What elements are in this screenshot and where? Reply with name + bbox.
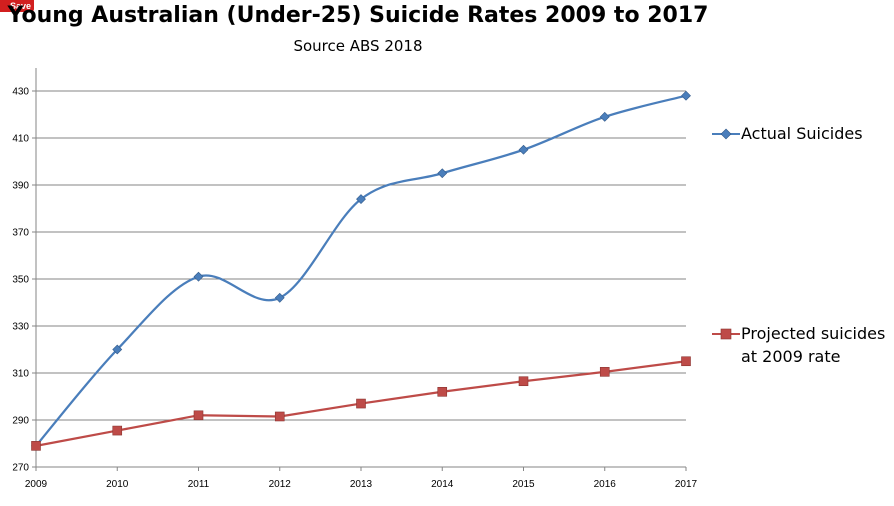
data-point-actual: [112, 344, 123, 355]
data-point-actual: [681, 90, 691, 101]
data-point-actual: [356, 194, 366, 205]
x-tick-label: 2013: [350, 479, 373, 490]
y-tick-label: 390: [12, 181, 29, 192]
y-tick-label: 410: [12, 134, 29, 145]
data-point-projected: [599, 367, 610, 377]
y-tick-label: 290: [12, 416, 29, 427]
x-tick-label: 2017: [675, 479, 698, 490]
x-tick-labels: 2009 2010 2011 2012 2013 2014 2015 2016 2017: [25, 479, 698, 490]
data-point-actual: [518, 144, 529, 155]
gridlines: [36, 90, 686, 421]
chart-title: Young Australian (Under-25) Suicide Rate…: [7, 3, 709, 28]
data-point-projected: [518, 376, 529, 387]
x-tick-label: 2015: [512, 479, 535, 490]
save-badge[interactable]: Save: [0, 0, 34, 12]
axes: [32, 68, 687, 471]
x-tick-label: 2012: [269, 479, 292, 490]
data-point-actual: [437, 168, 448, 179]
data-point-actual: [274, 292, 285, 303]
series-line-actual: [35, 94, 687, 447]
y-tick-label: 310: [12, 369, 29, 380]
y-tick-label: 330: [12, 322, 29, 333]
x-tick-label: 2016: [594, 479, 617, 490]
x-tick-label: 2011: [188, 479, 210, 490]
data-point-projected: [437, 386, 448, 397]
y-tick-label: 430: [12, 87, 29, 98]
x-tick-label: 2010: [106, 479, 129, 490]
data-point-projected: [356, 398, 366, 409]
chart-subtitle: Source ABS 2018: [293, 37, 423, 55]
data-point-projected: [112, 425, 123, 436]
x-tick-label: 2014: [431, 479, 454, 490]
y-tick-label: 370: [12, 228, 29, 239]
y-tick-label: 270: [12, 463, 29, 474]
data-point-actual: [193, 271, 204, 282]
x-tick-label: 2009: [25, 479, 48, 490]
data-point-actual: [599, 111, 610, 122]
series-layer: [31, 90, 691, 451]
y-tick-label: 350: [12, 275, 29, 286]
data-point-projected: [681, 356, 691, 367]
y-tick-labels: 270 290 310 330 350 370 390 410 430: [12, 87, 29, 474]
data-point-projected: [274, 411, 285, 422]
data-point-projected: [193, 410, 204, 421]
data-point-projected: [31, 441, 41, 451]
